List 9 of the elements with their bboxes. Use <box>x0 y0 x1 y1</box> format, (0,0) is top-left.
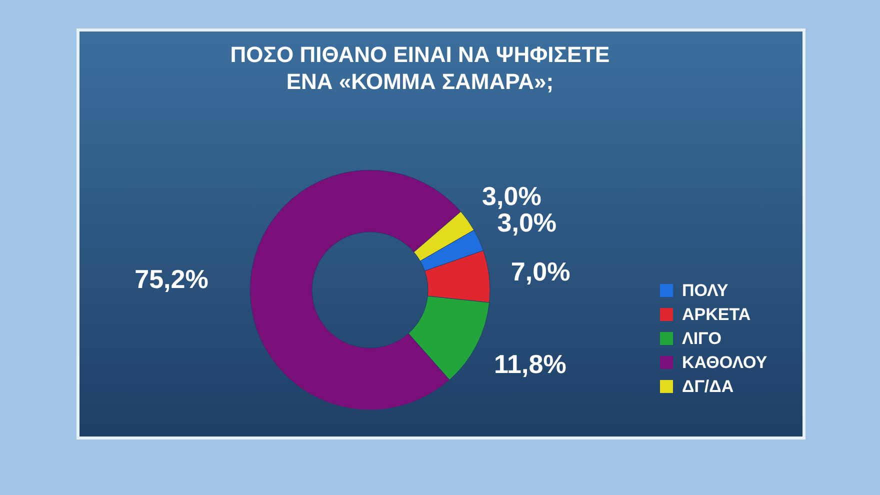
legend-label: ΠΟΛΥ <box>682 281 729 300</box>
legend-label: ΛΙΓΟ <box>682 329 722 348</box>
legend-label: ΑΡΚΕΤΑ <box>682 305 751 324</box>
data-label: 7,0% <box>510 256 570 286</box>
chart-title: ΠΟΣΟ ΠΙΘΑΝΟ ΕΙΝΑΙ ΝΑ ΨΗΦΙΣΕΤΕ ΕΝΑ «ΚΟΜΜΑ ΣΑΜΑΡΑ»; <box>230 42 610 94</box>
data-label: 11,8% <box>494 349 566 380</box>
data-label: 75,2% <box>134 264 208 294</box>
legend-label: ΚΑΘΟΛΟΥ <box>682 353 768 372</box>
legend-label: ΔΓ/ΔΑ <box>682 377 734 396</box>
